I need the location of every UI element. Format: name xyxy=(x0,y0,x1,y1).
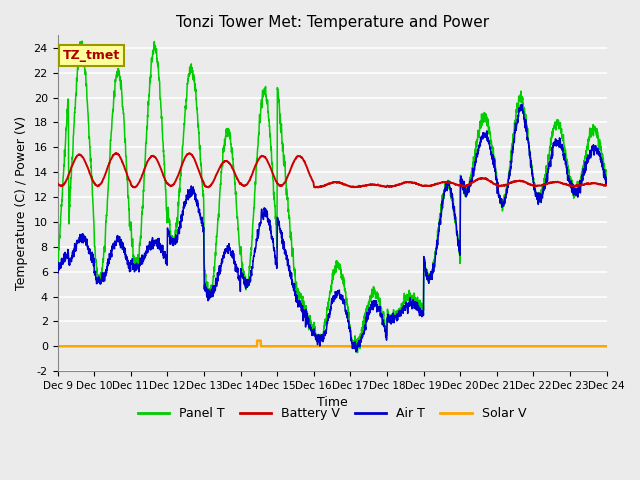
Battery V xyxy=(603,182,611,188)
Battery V xyxy=(312,184,319,190)
Panel T xyxy=(603,177,611,182)
Solar V xyxy=(54,343,61,349)
Panel T xyxy=(54,259,61,265)
Line: Solar V: Solar V xyxy=(58,341,607,346)
Solar V xyxy=(152,343,160,349)
Solar V xyxy=(312,343,319,349)
Panel T xyxy=(152,48,160,54)
Line: Air T: Air T xyxy=(58,105,607,352)
Panel T xyxy=(354,350,362,356)
Solar V xyxy=(603,343,611,349)
Air T xyxy=(602,177,610,182)
Line: Panel T: Panel T xyxy=(58,41,607,353)
Air T xyxy=(425,280,433,286)
Solar V xyxy=(486,343,494,349)
Solar V xyxy=(455,343,463,349)
Air T xyxy=(455,248,463,253)
Air T xyxy=(603,175,611,180)
Panel T xyxy=(486,134,494,140)
Legend: Panel T, Battery V, Air T, Solar V: Panel T, Battery V, Air T, Solar V xyxy=(133,402,531,425)
Air T xyxy=(312,336,319,342)
Battery V xyxy=(314,185,322,191)
Panel T xyxy=(456,249,463,254)
Air T xyxy=(152,239,160,245)
Title: Tonzi Tower Met: Temperature and Power: Tonzi Tower Met: Temperature and Power xyxy=(175,15,489,30)
Panel T xyxy=(78,38,86,44)
Panel T xyxy=(425,272,433,277)
Battery V xyxy=(112,150,120,156)
Y-axis label: Temperature (C) / Power (V): Temperature (C) / Power (V) xyxy=(15,116,28,290)
Panel T xyxy=(602,176,610,182)
Battery V xyxy=(152,156,160,162)
Air T xyxy=(54,264,61,270)
Panel T xyxy=(312,334,319,339)
Air T xyxy=(486,145,494,151)
X-axis label: Time: Time xyxy=(317,396,348,409)
Battery V xyxy=(486,179,494,184)
Battery V xyxy=(54,180,61,186)
Solar V xyxy=(253,338,261,344)
Solar V xyxy=(602,343,610,349)
Text: TZ_tmet: TZ_tmet xyxy=(63,49,120,62)
Battery V xyxy=(456,182,463,188)
Air T xyxy=(518,102,525,108)
Air T xyxy=(352,349,360,355)
Line: Battery V: Battery V xyxy=(58,153,607,188)
Battery V xyxy=(425,183,433,189)
Battery V xyxy=(602,182,610,188)
Solar V xyxy=(425,343,433,349)
